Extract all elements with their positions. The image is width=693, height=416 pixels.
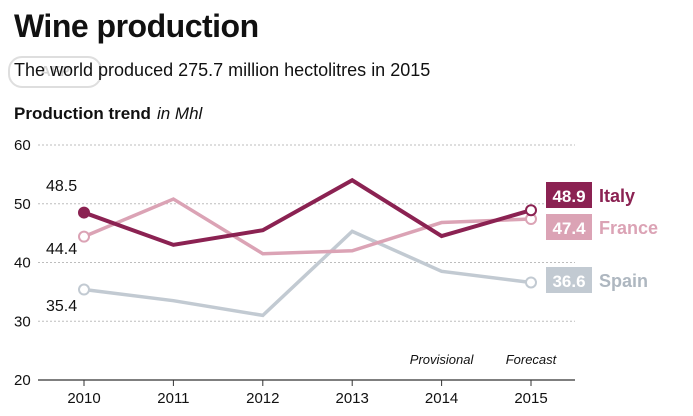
series-line-spain bbox=[83, 229, 532, 318]
x-tick-label: 2015 bbox=[514, 390, 547, 407]
y-tick-label: 60 bbox=[14, 137, 31, 154]
series-line-italy bbox=[83, 177, 532, 247]
afp-watermark-logo: AFP bbox=[8, 56, 102, 88]
x-annotation: Forecast bbox=[506, 352, 558, 367]
end-point-spain bbox=[525, 276, 537, 289]
start-point-italy bbox=[78, 206, 90, 219]
start-value-label: 35.4 bbox=[46, 298, 77, 315]
end-value-label: 47.4 bbox=[552, 219, 586, 238]
section-title: Production trend bbox=[14, 104, 151, 123]
x-annotation: Provisional bbox=[410, 352, 475, 367]
y-tick-label: 20 bbox=[14, 372, 31, 389]
end-value-box-spain bbox=[546, 267, 592, 293]
series-line-france bbox=[83, 197, 532, 256]
x-tick-label: 2014 bbox=[425, 390, 458, 407]
start-point-spain bbox=[78, 283, 90, 296]
start-point-france bbox=[78, 230, 90, 243]
series-name-label: Italy bbox=[599, 186, 635, 206]
unit-label: in Mhl bbox=[156, 104, 203, 123]
start-value-label: 48.5 bbox=[46, 178, 77, 195]
x-tick-label: 2011 bbox=[157, 390, 189, 407]
end-point-italy bbox=[525, 204, 537, 217]
end-value-label: 48.9 bbox=[552, 187, 585, 206]
x-tick-label: 2012 bbox=[246, 390, 279, 407]
chart-title: Wine production bbox=[14, 8, 259, 44]
section-header: Production trend in Mhl bbox=[14, 104, 202, 124]
y-tick-label: 50 bbox=[14, 196, 31, 213]
y-tick-label: 30 bbox=[14, 313, 31, 330]
chart-subtitle: The world produced 275.7 million hectoli… bbox=[14, 60, 431, 80]
end-value-label: 36.6 bbox=[552, 272, 585, 291]
end-value-box-france bbox=[546, 214, 592, 240]
y-tick-label: 40 bbox=[14, 255, 31, 272]
x-tick-label: 2013 bbox=[336, 390, 369, 407]
x-tick-label: 2010 bbox=[67, 390, 100, 407]
series-name-label: Spain bbox=[599, 271, 648, 291]
series-name-label: France bbox=[599, 218, 658, 238]
start-value-label: 44.4 bbox=[46, 241, 77, 258]
end-value-box-italy bbox=[546, 182, 592, 208]
